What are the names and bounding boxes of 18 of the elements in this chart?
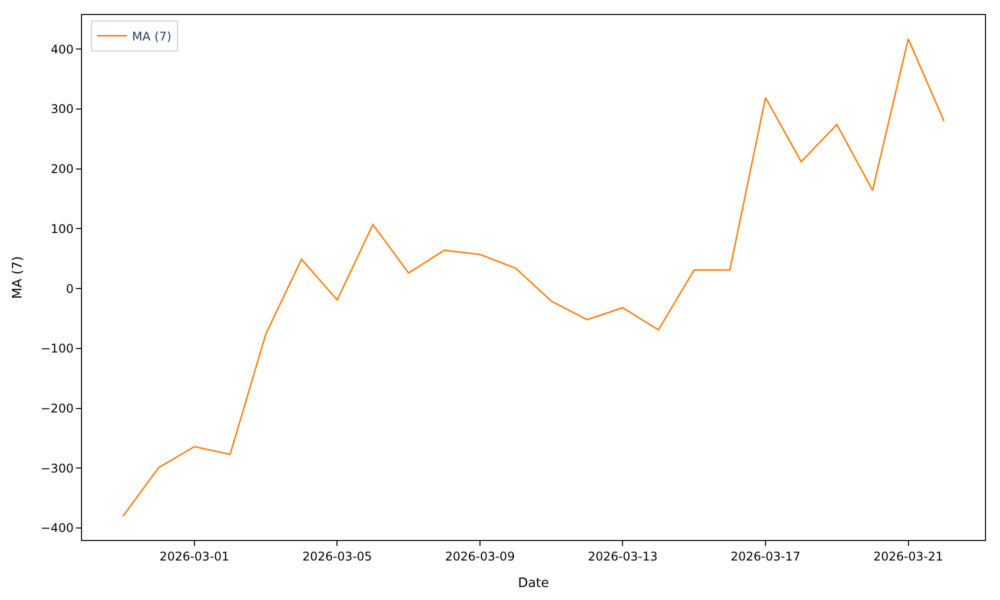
x-tick-label: 2026-03-01 (160, 549, 230, 564)
y-tick-label: −200 (40, 402, 74, 416)
y-tick-label: −400 (40, 521, 74, 536)
x-tick-label: 2026-03-13 (588, 549, 658, 564)
x-tick-label: 2026-03-09 (445, 549, 515, 564)
y-tick-label: 400 (50, 42, 74, 56)
legend-label: MA (7) (132, 29, 172, 44)
y-tick-label: 100 (50, 222, 74, 236)
y-tick-label: −100 (40, 342, 74, 356)
x-tick-label: 2026-03-21 (873, 549, 944, 564)
x-tick-label: 2026-03-05 (302, 549, 372, 564)
y-tick-label: 200 (50, 162, 74, 176)
y-tick-label: −300 (40, 461, 74, 476)
y-tick-label: 0 (66, 282, 74, 296)
x-tick-label: 2026-03-17 (730, 549, 800, 564)
y-tick-label: 300 (50, 102, 74, 116)
x-axis-title: Date (518, 576, 550, 591)
y-axis-title: MA (7) (10, 256, 26, 299)
